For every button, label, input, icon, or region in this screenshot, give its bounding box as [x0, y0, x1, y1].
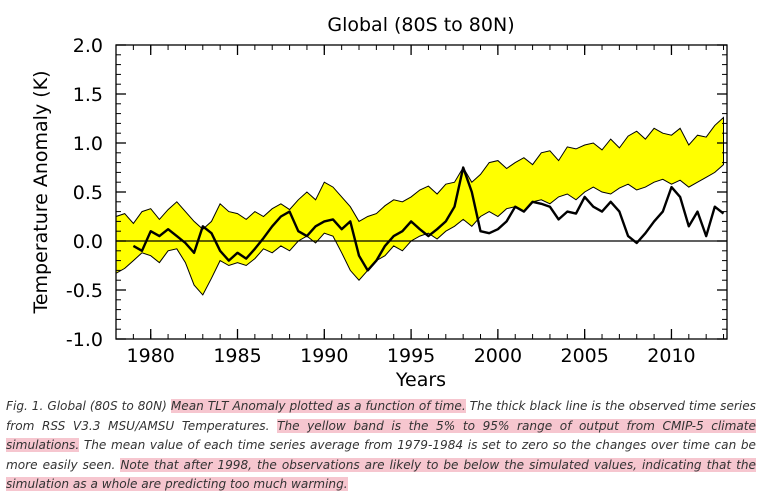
temperature-anomaly-chart: Global (80S to 80N) -1.0 -0.5 0.0 0.5 1.0 1.5…	[30, 14, 728, 391]
y-tick-label: 0.5	[73, 182, 103, 204]
x-tick-label: 1985	[213, 345, 261, 367]
y-tick-label: 0.0	[73, 231, 103, 253]
x-tick-label: 2005	[560, 345, 608, 367]
chart-title: Global (80S to 80N)	[327, 14, 514, 36]
y-tick-label: -0.5	[66, 280, 103, 302]
x-tick-label: 2010	[647, 345, 695, 367]
cmip5-range-band	[115, 116, 724, 296]
y-axis-label: Temperature Anomaly (K)	[30, 70, 52, 314]
figure-caption: Fig. 1. Global (80S to 80N) Mean TLT Ano…	[6, 397, 756, 495]
caption-highlight-1: Mean TLT Anomaly plotted as a function o…	[170, 399, 466, 413]
caption-text-2: The thick black line is the observed tim…	[6, 399, 756, 433]
x-tick-label: 1995	[387, 345, 435, 367]
x-tick-labels: 1980 1985 1990 1995 2000 2005 2010	[127, 345, 696, 367]
caption-text-3: The mean value of each time series avera…	[6, 438, 756, 472]
y-tick-label: 1.5	[73, 84, 103, 106]
y-tick-label: 1.0	[73, 133, 103, 155]
y-tick-labels: -1.0 -0.5 0.0 0.5 1.0 1.5 2.0	[66, 35, 103, 351]
y-tick-label: -1.0	[66, 329, 103, 351]
axis-ticks	[115, 44, 727, 340]
x-axis-label: Years	[395, 369, 446, 391]
observed-rss-line	[132, 166, 725, 272]
caption-intro: Fig. 1. Global (80S to 80N)	[6, 399, 171, 413]
x-tick-label: 2000	[474, 345, 522, 367]
y-tick-label: 2.0	[73, 35, 103, 57]
x-tick-label: 1990	[300, 345, 348, 367]
x-tick-label: 1980	[127, 345, 175, 367]
